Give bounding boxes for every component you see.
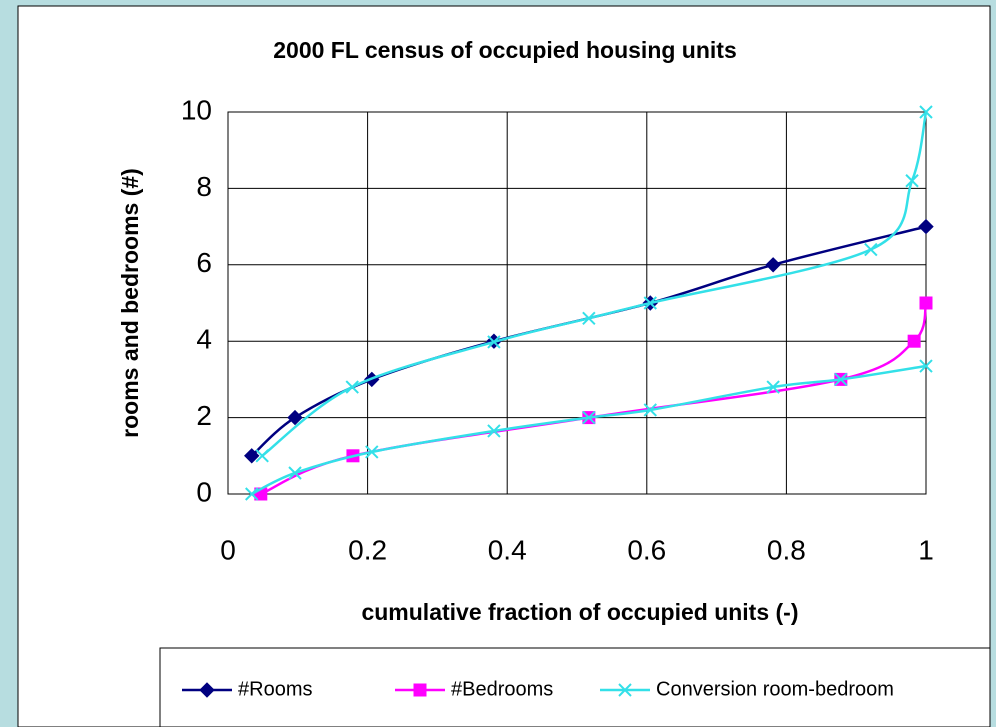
legend [159, 647, 991, 727]
data-point [287, 409, 303, 426]
x-tick-label: 1 [918, 534, 934, 565]
data-point [244, 448, 260, 464]
legend-label: #Bedrooms [451, 678, 553, 700]
data-point [765, 257, 781, 273]
data-point [582, 311, 596, 325]
data-point [919, 296, 933, 310]
y-tick-label: 8 [196, 171, 212, 202]
data-point [245, 487, 259, 501]
y-tick-label: 6 [196, 247, 212, 278]
data-point [643, 403, 657, 417]
legend-marker [618, 683, 632, 697]
data-point [919, 105, 933, 119]
data-point [918, 218, 934, 235]
legend-marker [413, 683, 427, 697]
data-point [864, 242, 878, 257]
y-tick-label: 2 [196, 400, 212, 431]
data-point [345, 380, 359, 394]
y-tick-label: 10 [181, 94, 212, 125]
plot-area [227, 111, 927, 495]
x-tick-label: 0.6 [627, 534, 666, 565]
data-point [288, 466, 302, 480]
x-tick-label: 0.4 [488, 534, 527, 565]
x-tick-label: 0 [220, 534, 236, 565]
y-axis-label: rooms and bedrooms (#) [117, 168, 143, 438]
chart-title: 2000 FL census of occupied housing units [273, 37, 737, 63]
data-point [643, 296, 657, 310]
data-point [766, 380, 780, 394]
data-point [582, 410, 596, 425]
data-point [905, 174, 919, 188]
y-tick-label: 0 [196, 476, 212, 507]
data-point [255, 449, 269, 463]
y-tick-label: 4 [196, 324, 212, 355]
data-point [919, 359, 933, 373]
x-tick-label: 0.8 [767, 534, 806, 565]
data-point [907, 334, 921, 348]
legend-label: #Rooms [238, 678, 312, 700]
x-axis-label: cumulative fraction of occupied units (-… [361, 599, 798, 625]
legend-marker [199, 682, 215, 698]
data-point [487, 424, 501, 438]
data-point [834, 372, 848, 387]
legend-label: Conversion room-bedroom [656, 678, 894, 700]
data-point [487, 335, 501, 349]
data-point [365, 445, 379, 459]
x-tick-label: 0.2 [348, 534, 387, 565]
